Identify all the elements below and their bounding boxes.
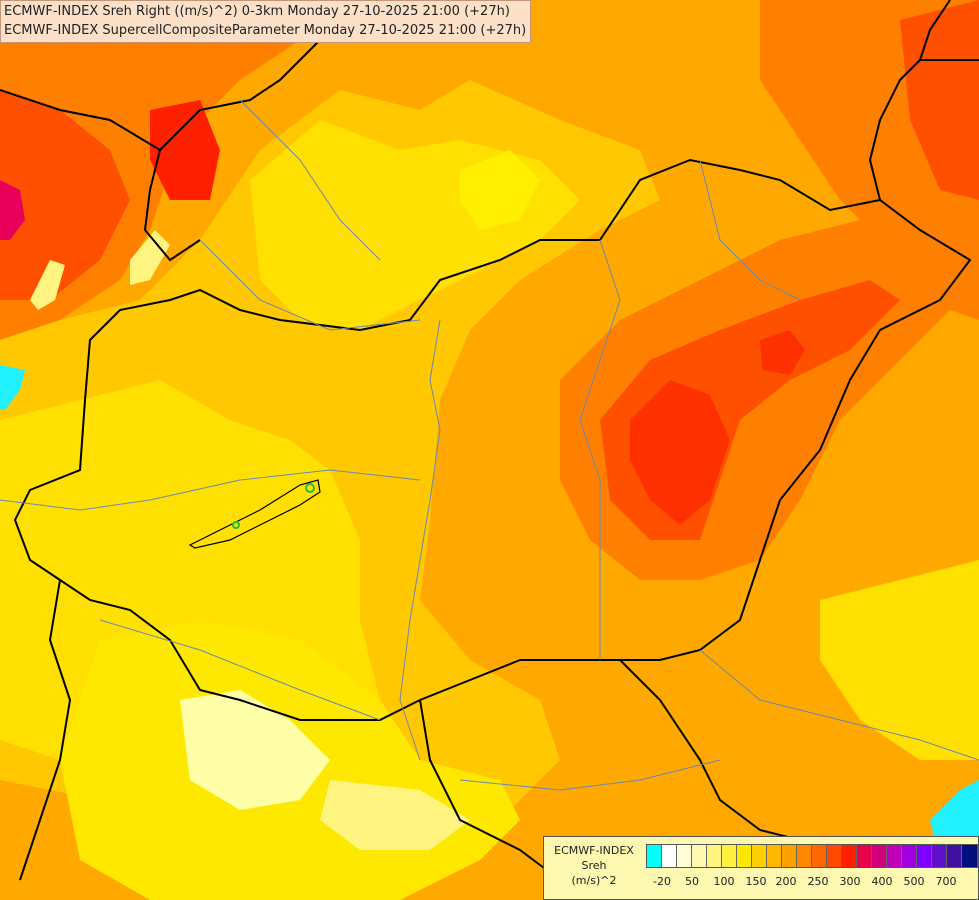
- field-yellow-blob: [460, 150, 540, 230]
- legend-tick: 700: [935, 875, 957, 888]
- legend-swatch: [827, 845, 842, 867]
- legend-tick: 100: [713, 875, 735, 888]
- legend-swatch: [722, 845, 737, 867]
- legend-swatch: [902, 845, 917, 867]
- legend-label: ECMWF-INDEX Sreh (m/s)^2: [544, 843, 644, 888]
- legend-tick: 150: [745, 875, 767, 888]
- field-red-east: [630, 380, 730, 525]
- legend-swatch: [947, 845, 962, 867]
- legend-label-line-2: Sreh: [581, 859, 607, 872]
- legend-swatch: [767, 845, 782, 867]
- rivers: [0, 99, 979, 791]
- legend-swatch: [932, 845, 947, 867]
- legend-swatch: [872, 845, 887, 867]
- field-red-nw: [150, 100, 220, 200]
- legend-tick: 300: [839, 875, 861, 888]
- map-title-line-1: ECMWF-INDEX Sreh Right ((m/s)^2) 0-3km M…: [4, 4, 510, 19]
- legend-swatch: [812, 845, 827, 867]
- field-pale-east: [820, 560, 979, 760]
- legend-tick: 400: [871, 875, 893, 888]
- field-pale-streak-nw: [130, 230, 170, 285]
- legend-swatch: [797, 845, 812, 867]
- field-pale-south: [180, 690, 330, 810]
- legend-swatch: [707, 845, 722, 867]
- field-red-orange-ne: [900, 0, 979, 200]
- country-border-hungary: [13, 158, 972, 721]
- lake-spot-2: [232, 521, 240, 529]
- legend-tick: 50: [685, 875, 699, 888]
- legend-swatch: [857, 845, 872, 867]
- border-south: [19, 579, 801, 881]
- legend-swatch: [917, 845, 932, 867]
- map-title-box: ECMWF-INDEX Sreh Right ((m/s)^2) 0-3km M…: [0, 0, 532, 43]
- legend-label-line-3: (m/s)^2: [571, 874, 617, 887]
- legend-label-line-1: ECMWF-INDEX: [554, 844, 634, 857]
- legend-swatch: [842, 845, 857, 867]
- field-magenta-nw: [0, 180, 25, 240]
- field-red-orange-nw: [0, 90, 130, 300]
- field-pale-south-2: [320, 780, 470, 850]
- map-title-line-2: ECMWF-INDEX SupercellCompositeParameter …: [4, 23, 527, 38]
- legend-swatch: [677, 845, 692, 867]
- legend-swatch: [662, 845, 677, 867]
- legend-swatch: [737, 845, 752, 867]
- legend-swatch: [752, 845, 767, 867]
- lake-spot: [305, 483, 315, 493]
- legend-tick: 500: [903, 875, 925, 888]
- legend-swatch: [692, 845, 707, 867]
- legend-swatch: [887, 845, 902, 867]
- legend-tick: 250: [807, 875, 829, 888]
- field-pale-streak-nw-2: [30, 260, 65, 310]
- legend-tick: -20: [653, 875, 671, 888]
- legend-swatch: [962, 845, 977, 867]
- color-legend: ECMWF-INDEX Sreh (m/s)^2 -20 50 100 150 200 2…: [543, 836, 979, 900]
- field-cyan-west: [0, 365, 25, 410]
- legend-swatch: [647, 845, 662, 867]
- legend-swatch: [782, 845, 797, 867]
- legend-ticks: -20 50 100 150 200 250 300 400 500 700: [646, 875, 978, 891]
- legend-swatches: [646, 844, 978, 868]
- lake-outline: [188, 479, 321, 549]
- field-red-east-2: [760, 330, 805, 375]
- border-northeast: [868, 0, 979, 201]
- legend-tick: 200: [775, 875, 797, 888]
